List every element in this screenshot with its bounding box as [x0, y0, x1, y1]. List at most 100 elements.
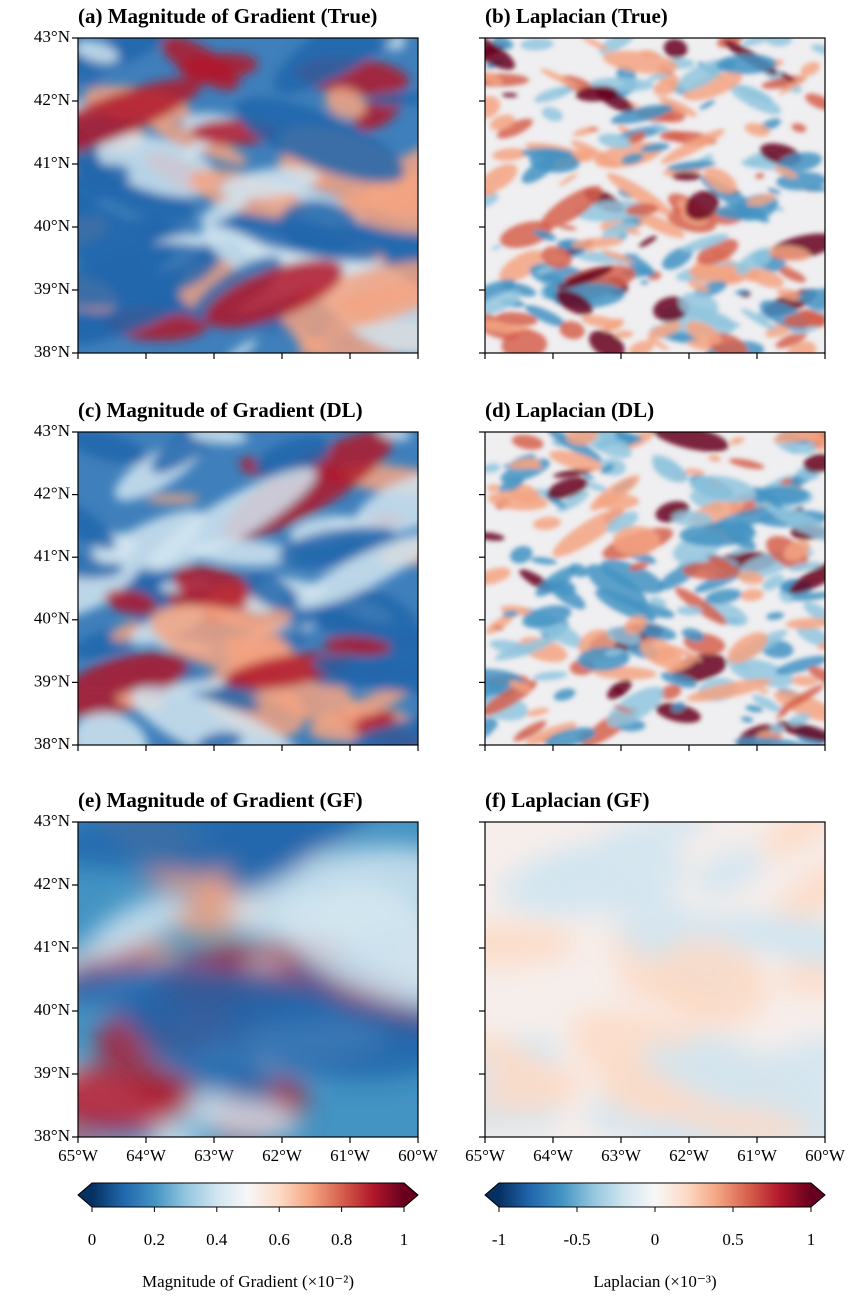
- field-blob: [588, 330, 625, 353]
- field-blob: [541, 107, 563, 122]
- field-blob: [682, 561, 741, 580]
- frame: [484, 431, 826, 746]
- field-blob: [126, 216, 172, 239]
- field-blob: [164, 678, 226, 695]
- field-blob: [78, 652, 188, 718]
- field-blob: [78, 495, 116, 550]
- field-blob: [147, 467, 317, 571]
- field-blob: [309, 887, 418, 995]
- field-blob: [686, 1035, 825, 1122]
- field-blob: [662, 246, 693, 270]
- field-blob: [606, 511, 639, 533]
- field-blob: [671, 702, 686, 712]
- y-tick-label: 40°N: [34, 216, 70, 235]
- field-blob: [253, 435, 331, 479]
- field-blob: [678, 292, 719, 319]
- y-tick-label: 40°N: [34, 1000, 70, 1019]
- field-blob: [597, 133, 633, 149]
- field-blob: [684, 468, 705, 476]
- field-blob: [766, 612, 784, 620]
- field-blob: [499, 249, 545, 283]
- field-blob: [805, 93, 825, 110]
- field-blob: [791, 675, 818, 686]
- field-blob: [485, 532, 505, 541]
- field-blob: [485, 319, 534, 334]
- field-blob: [615, 432, 642, 443]
- x-tick-label: 64°W: [533, 1146, 574, 1165]
- y-tick-label: 41°N: [34, 153, 70, 172]
- field-blob: [485, 163, 518, 194]
- field-blob: [206, 822, 376, 873]
- field-blob: [487, 490, 549, 511]
- field-blob: [647, 337, 669, 351]
- field-blob: [681, 233, 729, 253]
- field-blob: [659, 684, 682, 700]
- panel-title: (d) Laplacian (DL): [485, 398, 654, 422]
- field-blob: [669, 645, 702, 661]
- field-blobs: [78, 38, 418, 353]
- field-blob: [601, 221, 637, 240]
- field-blob: [598, 38, 636, 55]
- field: [78, 38, 418, 353]
- field-blob: [485, 96, 501, 119]
- field-blob: [763, 500, 825, 543]
- field-blob: [85, 894, 185, 961]
- field-blob: [526, 707, 550, 717]
- x-tick-label: 62°W: [262, 1146, 303, 1165]
- field-blob: [676, 605, 703, 616]
- field-blob: [667, 160, 716, 171]
- field-blob: [171, 1092, 299, 1137]
- field-blob: [568, 563, 589, 578]
- field-blob: [146, 493, 200, 504]
- field-blob: [629, 561, 649, 571]
- field-blob: [660, 129, 725, 164]
- field-blob: [804, 186, 825, 192]
- field-blob: [78, 78, 202, 163]
- field-blob: [345, 715, 418, 745]
- field-blob: [534, 86, 571, 103]
- field-blob: [671, 172, 702, 181]
- panel-title: (c) Magnitude of Gradient (DL): [78, 398, 363, 422]
- field-blob: [773, 690, 825, 722]
- field-blob: [785, 617, 825, 629]
- field-blob: [655, 702, 701, 723]
- field-blob: [513, 720, 547, 742]
- field-blob: [640, 280, 650, 285]
- y-tick-label: 42°N: [34, 90, 70, 109]
- field-blob: [532, 671, 568, 681]
- field-blob: [78, 509, 206, 620]
- field-blob: [708, 454, 722, 462]
- field-blob: [521, 157, 556, 184]
- field-blob: [566, 432, 599, 446]
- field-blob: [571, 237, 624, 249]
- field-blob: [312, 655, 418, 694]
- colorbar: [499, 1183, 811, 1207]
- field-blob: [78, 1062, 196, 1132]
- field-blob: [511, 434, 544, 450]
- field-blob: [783, 540, 811, 561]
- field-blob: [493, 626, 504, 631]
- field-blob: [604, 648, 624, 657]
- panel-title: (b) Laplacian (True): [485, 4, 668, 28]
- field-blob: [160, 38, 240, 91]
- field-blob: [774, 166, 798, 179]
- field: [78, 432, 418, 745]
- panel-title: (a) Magnitude of Gradient (True): [78, 4, 377, 28]
- field-blob: [703, 167, 738, 194]
- field-blob: [735, 289, 750, 295]
- frame: [77, 431, 419, 746]
- colorbar-tick-label: -1: [492, 1230, 506, 1249]
- field-blob: [509, 680, 532, 693]
- field-blob: [660, 672, 698, 688]
- field-blob: [595, 493, 640, 510]
- y-tick-label: 43°N: [34, 811, 70, 830]
- colorbar: [92, 1183, 404, 1207]
- y-tick-label: 43°N: [34, 421, 70, 440]
- field-blob: [737, 85, 773, 104]
- colorbar-tick-label: 0: [88, 1230, 97, 1249]
- field-blob: [613, 705, 632, 713]
- y-tick-label: 39°N: [34, 671, 70, 690]
- field-blob: [735, 247, 775, 275]
- field-blob: [737, 570, 764, 585]
